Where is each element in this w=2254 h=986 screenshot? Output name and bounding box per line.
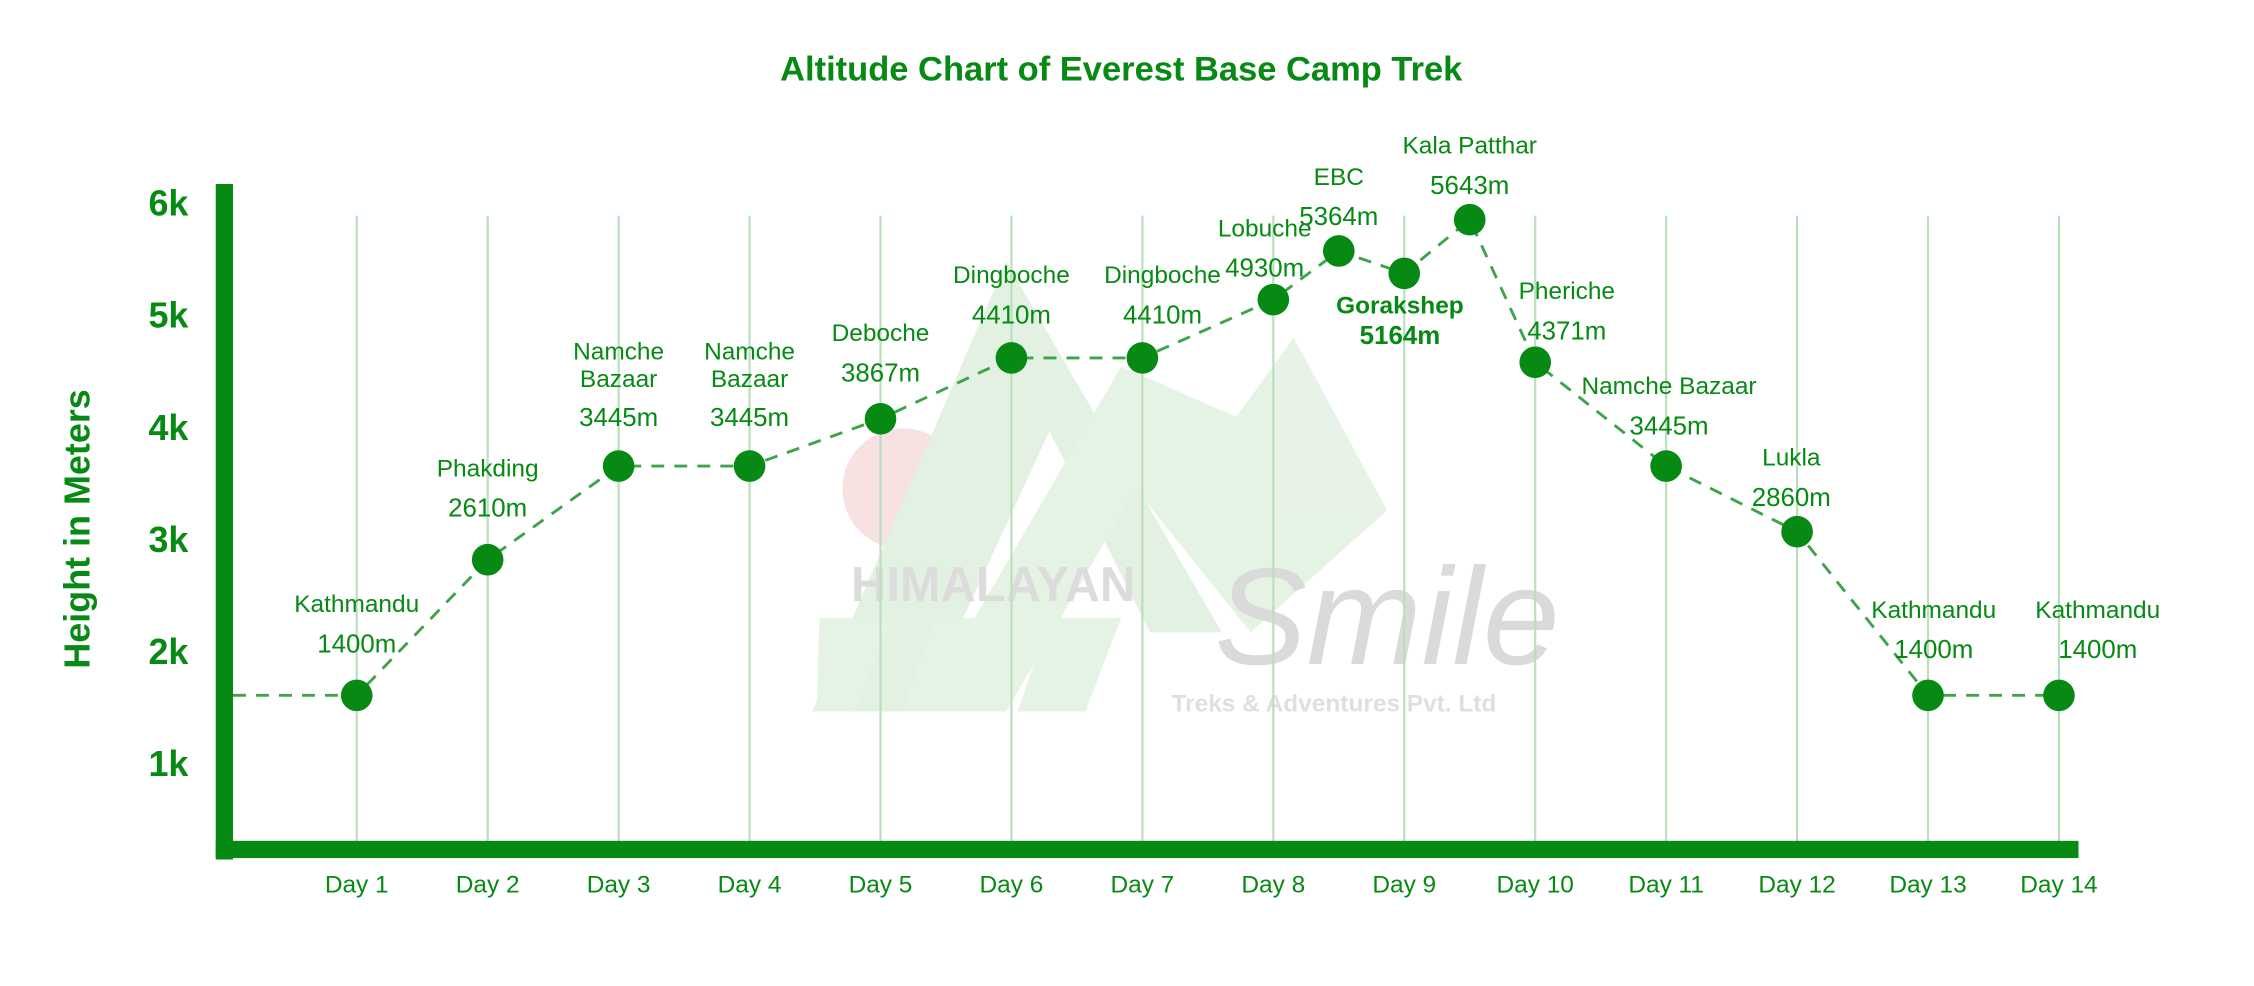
data-point bbox=[2043, 679, 2075, 712]
data-point bbox=[995, 342, 1028, 374]
point-altitude-label: 1400m bbox=[2058, 636, 2137, 664]
data-point bbox=[1781, 515, 1813, 548]
y-axis bbox=[215, 183, 233, 860]
point-altitude-label: 3445m bbox=[710, 404, 789, 432]
data-point bbox=[1388, 257, 1421, 290]
x-tick-label: Day 8 bbox=[1241, 872, 1305, 899]
x-tick-label: Day 13 bbox=[1889, 872, 1966, 899]
point-altitude-label: 3445m bbox=[579, 404, 658, 432]
point-name-label: Dingboche bbox=[953, 262, 1070, 289]
point-altitude-label: 3445m bbox=[1629, 412, 1708, 440]
data-point bbox=[1126, 342, 1159, 374]
point-name-label: Kathmandu bbox=[1871, 597, 1996, 624]
data-point bbox=[1453, 203, 1486, 236]
watermark-logo: HIMALAYAN Smile Treks & Adventures Pvt. … bbox=[812, 261, 1560, 717]
data-point bbox=[1650, 450, 1682, 482]
data-label: Kathmandu 1400m bbox=[2035, 597, 2160, 664]
watermark-script: Smile bbox=[1215, 540, 1560, 694]
point-name-label: Bazaar bbox=[580, 366, 657, 393]
point-altitude-label: 1400m bbox=[317, 630, 396, 658]
data-label: Namche Bazaar 3445m bbox=[1581, 373, 1756, 440]
point-altitude-label: 2610m bbox=[448, 495, 527, 523]
point-altitude-label: 2860m bbox=[1752, 484, 1831, 512]
data-label: Pheriche 4371m bbox=[1519, 278, 1615, 345]
x-tick-label: Day 11 bbox=[1628, 872, 1704, 899]
data-point bbox=[471, 543, 504, 576]
data-label: Dingboche 4410m bbox=[953, 262, 1070, 329]
point-name-label: Dingboche bbox=[1104, 262, 1221, 289]
x-tick-label: Day 14 bbox=[2020, 872, 2097, 899]
data-point bbox=[733, 450, 766, 482]
x-tick-label: Day 4 bbox=[718, 872, 782, 899]
x-tick-label: Day 9 bbox=[1372, 872, 1436, 899]
data-point bbox=[864, 402, 897, 435]
y-tick-label: 5k bbox=[148, 295, 189, 336]
point-altitude-label: 4371m bbox=[1527, 317, 1606, 345]
data-point bbox=[602, 450, 635, 482]
point-name-label: Namche bbox=[704, 339, 795, 366]
data-point bbox=[1257, 283, 1290, 316]
point-name-label: Phakding bbox=[437, 455, 539, 482]
chart-title: Altitude Chart of Everest Base Camp Trek bbox=[780, 50, 1463, 88]
data-label: EBC 5364m bbox=[1299, 164, 1378, 231]
point-name-label: Bazaar bbox=[711, 366, 788, 393]
point-altitude-label: 1400m bbox=[1894, 636, 1973, 664]
y-tick-label: 2k bbox=[148, 631, 189, 672]
x-tick-label: Day 1 bbox=[325, 872, 389, 899]
point-altitude-label: 4930m bbox=[1225, 255, 1304, 283]
x-axis bbox=[215, 840, 2079, 859]
point-altitude-label: 5164m bbox=[1360, 322, 1441, 350]
x-tick-label: Day 7 bbox=[1110, 872, 1174, 899]
point-altitude-label: 5364m bbox=[1299, 203, 1378, 231]
x-tick-label: Day 10 bbox=[1497, 872, 1574, 899]
point-altitude-label: 4410m bbox=[972, 301, 1051, 329]
y-axis-label: Height in Meters bbox=[56, 389, 97, 668]
point-name-label: Kathmandu bbox=[2035, 597, 2160, 624]
point-altitude-label: 5643m bbox=[1430, 172, 1509, 200]
data-label: Kala Patthar 5643m bbox=[1403, 133, 1537, 200]
data-point bbox=[1912, 679, 1944, 712]
data-point bbox=[1322, 235, 1355, 267]
y-tick-label: 3k bbox=[148, 519, 189, 560]
data-label: Kathmandu 1400m bbox=[294, 591, 419, 658]
data-point bbox=[1519, 346, 1552, 379]
point-altitude-label: 4410m bbox=[1123, 301, 1202, 329]
point-name-label: Kathmandu bbox=[294, 591, 419, 618]
point-name-label: Namche bbox=[573, 339, 664, 366]
x-tick-label: Day 3 bbox=[587, 872, 651, 899]
x-tick-label: Day 5 bbox=[849, 872, 913, 899]
data-label: Dingboche 4410m bbox=[1104, 262, 1221, 329]
y-tick-label: 6k bbox=[148, 183, 189, 224]
point-name-label: Lukla bbox=[1762, 445, 1821, 472]
point-name-label: Lobuche bbox=[1218, 215, 1312, 242]
watermark-brand: HIMALAYAN bbox=[851, 558, 1135, 612]
point-name-label: Deboche bbox=[832, 320, 930, 347]
data-label: Phakding 2610m bbox=[437, 455, 539, 522]
point-name-label: EBC bbox=[1314, 164, 1364, 191]
point-name-label: Kala Patthar bbox=[1403, 133, 1537, 160]
data-label: Lukla 2860m bbox=[1752, 445, 1831, 512]
point-name-label: Pheriche bbox=[1519, 278, 1615, 305]
y-tick-label: 1k bbox=[148, 743, 189, 784]
data-label: Kathmandu 1400m bbox=[1871, 597, 1996, 664]
y-tick-label: 4k bbox=[148, 407, 189, 448]
point-name-label: Gorakshep bbox=[1336, 293, 1464, 320]
point-name-label: Namche Bazaar bbox=[1581, 373, 1756, 400]
x-tick-label: Day 2 bbox=[456, 872, 520, 899]
point-altitude-label: 3867m bbox=[841, 359, 920, 387]
x-tick-label: Day 12 bbox=[1758, 872, 1835, 899]
data-label: Lobuche 4930m bbox=[1218, 215, 1312, 282]
data-point bbox=[340, 679, 373, 712]
x-tick-label: Day 6 bbox=[980, 872, 1044, 899]
watermark-tagline: Treks & Adventures Pvt. Ltd bbox=[1172, 690, 1497, 717]
data-label: Deboche 3867m bbox=[832, 320, 930, 387]
